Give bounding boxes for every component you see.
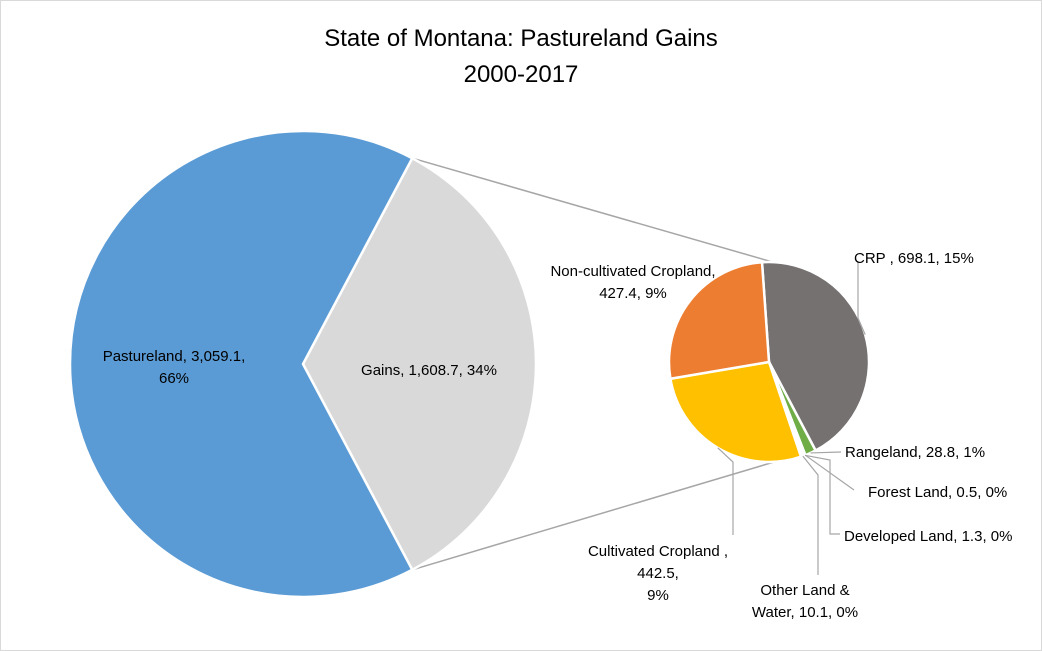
data-label-crp-line: CRP , 698.1, 15% (854, 250, 974, 267)
data-label-noncultivated-line: Non-cultivated Cropland, (550, 263, 715, 280)
data-label-developed-line: Developed Land, 1.3, 0% (844, 528, 1012, 545)
data-label-pastureland: Pastureland, 3,059.1, 66% (103, 348, 246, 387)
main-slice-gains (301, 156, 538, 572)
data-label-forest-line: Forest Land, 0.5, 0% (868, 484, 1007, 501)
chart-title: State of Montana: Pastureland Gains 2000… (324, 25, 718, 88)
secondary-slice-cultivated (668, 360, 803, 464)
connector-line-top (412, 157, 820, 277)
data-label-cultivated: Cultivated Cropland , 442.5, 9% (588, 543, 728, 604)
connector-lines (412, 157, 820, 571)
main-pie (68, 129, 538, 599)
leader-lines (717, 262, 866, 575)
data-labels: Pastureland, 3,059.1, 66% Gains, 1,608.7, … (103, 250, 1013, 621)
leader-developed (804, 454, 840, 535)
leader-cultivated (717, 447, 734, 535)
data-label-cultivated-line: 442.5, (637, 565, 679, 582)
secondary-slice-noncultivated (667, 260, 771, 381)
data-label-noncultivated-line: 427.4, 9% (599, 285, 667, 302)
data-label-pastureland-line: 66% (159, 370, 189, 387)
connector-line-bottom (412, 447, 820, 571)
leader-other (802, 455, 819, 575)
data-label-cultivated-line: Cultivated Cropland , (588, 543, 728, 560)
secondary-pie (667, 260, 871, 464)
chart-title-line-1: State of Montana: Pastureland Gains (324, 25, 718, 52)
data-label-other-line: Water, 10.1, 0% (752, 604, 858, 621)
data-label-other: Other Land & Water, 10.1, 0% (752, 582, 858, 621)
data-label-gains-line: Gains, 1,608.7, 34% (361, 362, 497, 379)
data-label-developed: Developed Land, 1.3, 0% (844, 528, 1012, 545)
chart-title-line-2: 2000-2017 (464, 61, 579, 88)
data-label-pastureland-line: Pastureland, 3,059.1, (103, 348, 246, 365)
data-label-rangeland: Rangeland, 28.8, 1% (845, 444, 985, 461)
leader-rangeland (810, 451, 842, 454)
data-label-other-line: Other Land & (760, 582, 849, 599)
main-slice-pastureland (68, 129, 414, 599)
data-label-forest: Forest Land, 0.5, 0% (868, 484, 1007, 501)
data-label-cultivated-line: 9% (647, 587, 669, 604)
data-label-noncultivated: Non-cultivated Cropland, 427.4, 9% (550, 263, 715, 302)
data-label-crp: CRP , 698.1, 15% (854, 250, 974, 267)
data-label-rangeland-line: Rangeland, 28.8, 1% (845, 444, 985, 461)
data-label-gains: Gains, 1,608.7, 34% (361, 362, 497, 379)
leader-crp (857, 262, 866, 335)
